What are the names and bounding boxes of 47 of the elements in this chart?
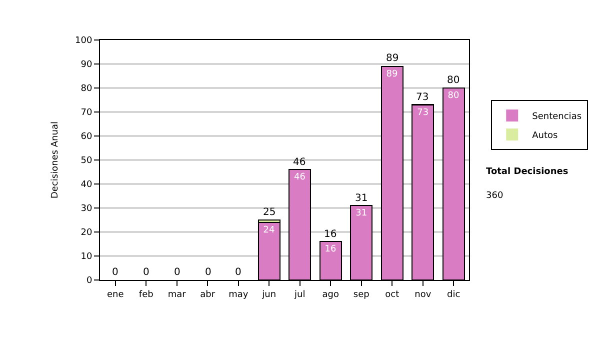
total-label: 46 bbox=[293, 157, 306, 168]
data-label: 46 bbox=[294, 172, 306, 183]
total-label: 0 bbox=[112, 267, 118, 278]
total-label: 0 bbox=[205, 267, 212, 278]
y-tick-label: 100 bbox=[75, 36, 92, 46]
total-label: 16 bbox=[324, 229, 337, 240]
y-tick-label: 60 bbox=[80, 132, 92, 142]
y-tick-label: 20 bbox=[80, 228, 92, 238]
x-tick-label: ago bbox=[322, 290, 340, 300]
data-label: 89 bbox=[386, 69, 398, 80]
x-tick-label: jul bbox=[294, 290, 306, 300]
legend-label: Sentencias bbox=[532, 112, 582, 122]
x-tick-label: sep bbox=[353, 290, 370, 300]
total-label: 73 bbox=[416, 92, 429, 103]
data-label: 24 bbox=[263, 225, 275, 236]
x-tick-label: mar bbox=[168, 290, 186, 300]
y-axis-title: Decisiones Anual bbox=[50, 122, 60, 198]
x-tick-label: dic bbox=[447, 290, 460, 300]
x-tick-label: may bbox=[228, 290, 249, 300]
x-tick-label: feb bbox=[138, 290, 154, 300]
x-tick-label: jun bbox=[261, 290, 276, 300]
text: 360 bbox=[486, 191, 504, 201]
x-tick-label: oct bbox=[385, 290, 400, 300]
data-label: 31 bbox=[356, 208, 368, 219]
x-tick-label: ene bbox=[106, 290, 124, 300]
y-tick-label: 0 bbox=[86, 276, 92, 286]
text: Total Decisiones bbox=[486, 167, 568, 177]
total-label: 0 bbox=[143, 267, 150, 278]
x-tick-label: abr bbox=[200, 290, 216, 300]
y-tick-label: 40 bbox=[80, 180, 92, 190]
total-label: 80 bbox=[447, 75, 460, 86]
y-tick-label: 10 bbox=[80, 252, 92, 262]
total-label: 31 bbox=[355, 193, 368, 204]
data-label: 73 bbox=[417, 108, 429, 118]
total-label: 25 bbox=[263, 207, 276, 218]
x-tick-label: nov bbox=[414, 290, 432, 300]
y-tick-label: 70 bbox=[80, 108, 92, 118]
y-tick-label: 80 bbox=[80, 84, 92, 94]
total-label: 0 bbox=[235, 267, 242, 278]
data-label: 16 bbox=[324, 244, 336, 255]
total-label: 89 bbox=[386, 53, 399, 64]
data-label: 80 bbox=[448, 91, 460, 101]
y-tick-label: 30 bbox=[80, 204, 92, 214]
y-tick-label: 50 bbox=[80, 156, 92, 166]
y-tick-label: 90 bbox=[80, 60, 92, 70]
total-label: 0 bbox=[174, 267, 180, 278]
legend-label: Autos bbox=[532, 131, 558, 142]
